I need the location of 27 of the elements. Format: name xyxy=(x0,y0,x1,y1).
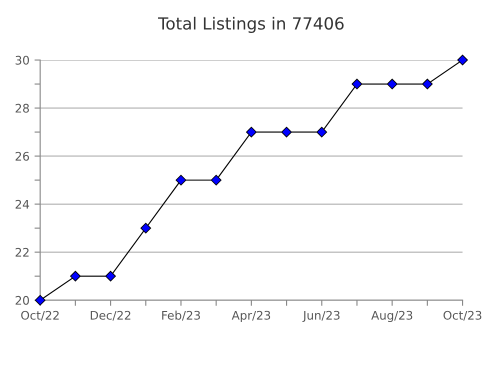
x-tick-label: Oct/23 xyxy=(444,310,482,321)
y-tick-label: 26 xyxy=(16,152,30,161)
point xyxy=(140,222,152,234)
point xyxy=(457,54,468,66)
point xyxy=(316,126,328,138)
point xyxy=(34,294,46,306)
point xyxy=(246,126,257,138)
x-tick-label: Jun/23 xyxy=(302,310,340,322)
y-tick-label: 22 xyxy=(16,248,29,257)
y-tick-label: 28 xyxy=(16,104,29,113)
point xyxy=(105,270,116,282)
point xyxy=(210,174,222,186)
chart-title: Total Listings in 77406 xyxy=(158,16,344,33)
y-tick-label: 24 xyxy=(16,200,30,209)
point xyxy=(422,78,433,90)
point xyxy=(352,78,362,90)
x-tick-label: Feb/23 xyxy=(162,310,200,321)
x-tick-label: Apr/23 xyxy=(232,310,270,322)
x-tick-label: Aug/23 xyxy=(371,310,412,322)
point xyxy=(281,126,292,138)
x-tick-label: Dec/22 xyxy=(90,310,130,321)
x-tick-label: Oct/22 xyxy=(21,310,59,321)
y-tick-label: 30 xyxy=(16,56,29,65)
y-tick-label: 20 xyxy=(16,296,29,305)
point xyxy=(386,78,398,90)
point xyxy=(70,270,81,282)
point xyxy=(176,174,186,186)
